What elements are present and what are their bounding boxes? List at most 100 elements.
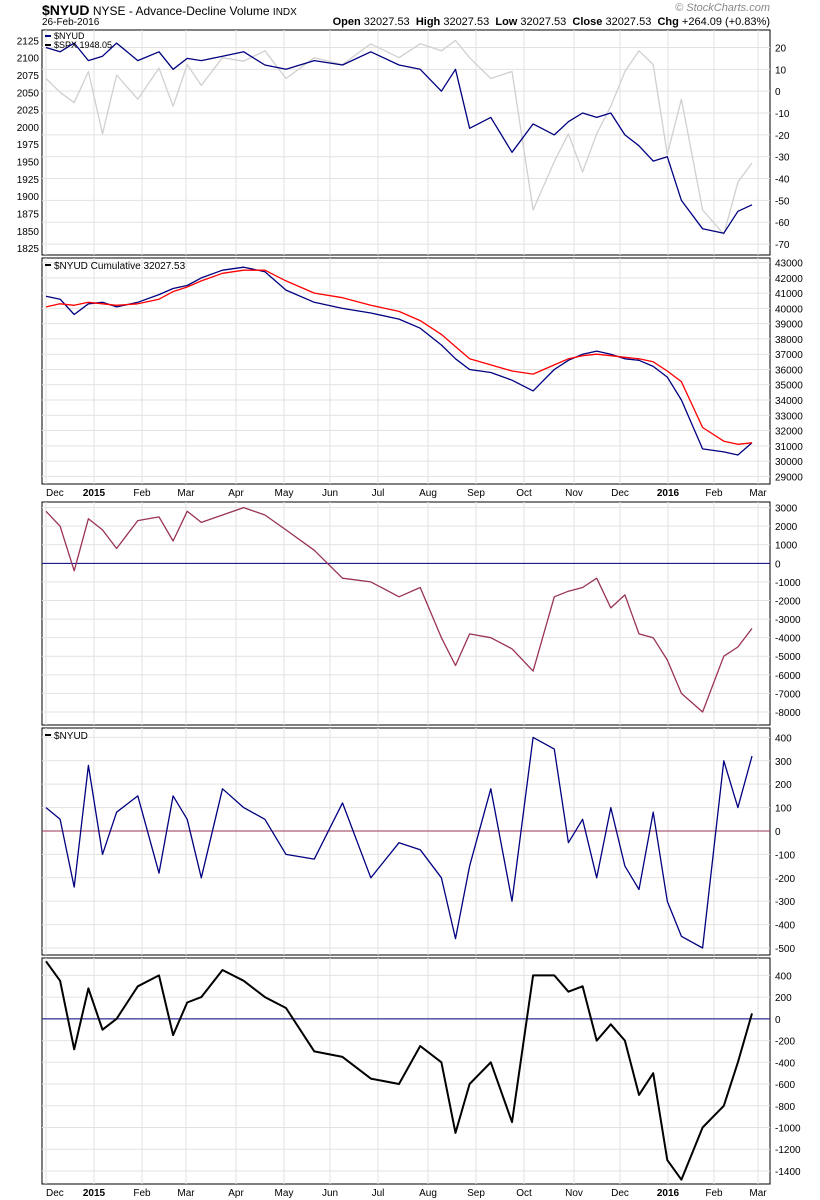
panel-3-right-tick-label: -3000 (775, 615, 801, 626)
x-tick-label: Mar (749, 488, 767, 499)
panel-5-right-tick-label: -200 (775, 1037, 795, 1048)
x-tick-label: Oct (516, 488, 532, 499)
x-tick-label: Dec (611, 1188, 629, 1199)
panel-2-right-tick-label: 39000 (775, 320, 803, 331)
x-tick-label: Jun (322, 1188, 338, 1199)
panel-5-right-tick-label: -1000 (775, 1124, 801, 1135)
panel-5-right-tick-label: 200 (775, 993, 792, 1004)
close-value: 32027.53 (605, 16, 652, 28)
panel-1-right-tick-label: -20 (775, 131, 790, 142)
panel-1-left-tick-label: 1875 (17, 209, 40, 220)
x-tick-label: Oct (516, 1188, 532, 1199)
x-tick-label: Apr (228, 488, 244, 499)
panel-4-right-tick-label: 100 (775, 804, 792, 815)
panel-frame-4 (41, 727, 771, 956)
panel-3-right-tick-label: -4000 (775, 634, 801, 645)
panel-1-right-tick-label: -10 (775, 109, 790, 120)
panel-3-right-tick-label: -1000 (775, 578, 801, 589)
panel-2-right-tick-label: 40000 (775, 304, 803, 315)
panel-frame-1 (41, 29, 771, 256)
panel-4-right-tick-label: -400 (775, 921, 795, 932)
panel-3-series-line-1 (45, 506, 753, 713)
panel-4-title: $NYUD (54, 731, 88, 742)
panel-1-left-tick-label: 1950 (17, 158, 40, 169)
x-tick-label: Dec (46, 488, 64, 499)
brand-watermark: © StockCharts.com (675, 2, 770, 14)
panel-5-right-tick-label: 400 (775, 971, 792, 982)
panel-4-right-tick-label: -300 (775, 897, 795, 908)
panel-2-right-tick-label: 34000 (775, 396, 803, 407)
x-tick-label: Sep (467, 1188, 485, 1199)
exchange-label: INDX (272, 7, 297, 18)
x-tick-label: Feb (705, 1188, 723, 1199)
x-tick-label: May (275, 1188, 294, 1199)
x-tick-label: Mar (177, 488, 195, 499)
panel-1-right-tick-label: -50 (775, 196, 790, 207)
panel-5-right-tick-label: 0 (775, 1015, 781, 1026)
x-tick-label: Apr (228, 1188, 244, 1199)
panel-2-right-tick-label: 37000 (775, 350, 803, 361)
panel-3-right-tick-label: 0 (775, 559, 781, 570)
low-label: Low (495, 16, 518, 28)
panel-frame-3 (41, 501, 771, 726)
panel-2-right-tick-label: 41000 (775, 289, 803, 300)
x-tick-label: 2015 (83, 488, 106, 499)
x-tick-label: Feb (133, 1188, 151, 1199)
panel-2-right-tick-label: 38000 (775, 335, 803, 346)
panel-1-left-tick-label: 1825 (17, 244, 40, 255)
x-tick-label: Nov (565, 488, 583, 499)
panel-5-right-tick-label: -400 (775, 1058, 795, 1069)
panel-1-left-tick-label: 1975 (17, 140, 40, 151)
x-tick-label: Mar (177, 1188, 195, 1199)
panel-1-right-tick-label: -40 (775, 175, 790, 186)
panel-1-left-tick-label: 1900 (17, 192, 40, 203)
chart-title: $NYUD NYSE - Advance-Decline Volume INDX (42, 2, 297, 18)
panel-1-left-tick-label: 2075 (17, 71, 40, 82)
panel-3-right-tick-label: 3000 (775, 504, 798, 515)
panel-1-right-tick-label: -30 (775, 153, 790, 164)
panel-3-right-tick-label: -2000 (775, 596, 801, 607)
panel-4-right-tick-label: -100 (775, 850, 795, 861)
change-label: Chg (657, 16, 679, 28)
panel-2-title: $NYUD Cumulative 32027.53 (54, 261, 186, 272)
panel-2-right-tick-label: 33000 (775, 411, 803, 422)
panel-1-left-tick-label: 2050 (17, 88, 40, 99)
panel-1-right-tick-label: -70 (775, 240, 790, 251)
panel-2-right-tick-label: 42000 (775, 274, 803, 285)
panel-5-right-tick-label: -1200 (775, 1145, 801, 1156)
x-tick-label: Jul (372, 488, 385, 499)
x-tick-label: Mar (749, 1188, 767, 1199)
x-tick-label: Feb (705, 488, 723, 499)
panel-1-left-tick-label: 2000 (17, 123, 40, 134)
panel-5-series-line-1 (45, 960, 753, 1181)
x-tick-label: Feb (133, 488, 151, 499)
panel-3-right-tick-label: -8000 (775, 708, 801, 719)
x-tick-label: 2016 (657, 488, 680, 499)
x-tick-label: Jul (372, 1188, 385, 1199)
panel-1-left-tick-label: 2125 (17, 36, 40, 47)
panel-1-series-line-2 (45, 42, 753, 234)
panel-4-series-line-1 (45, 736, 753, 949)
high-label: High (415, 16, 441, 28)
x-tick-label: Aug (419, 1188, 437, 1199)
chart-date: 26-Feb-2016 (42, 17, 100, 28)
panel-1-right-tick-label: 0 (775, 87, 781, 98)
open-value: 32027.53 (363, 16, 410, 28)
panel-2-right-tick-label: 29000 (775, 472, 803, 483)
change-value: +264.09 (+0.83%) (681, 16, 770, 28)
legend-entry: $NYUD (54, 31, 85, 41)
panel-1-left-tick-label: 1850 (17, 227, 40, 238)
panel-2-right-tick-label: 43000 (775, 259, 803, 270)
index-name: NYSE - Advance-Decline Volume (92, 4, 270, 18)
x-tick-label: Aug (419, 488, 437, 499)
x-tick-label: 2016 (657, 1188, 680, 1199)
x-tick-label: May (275, 488, 294, 499)
x-tick-label: Jun (322, 488, 338, 499)
panel-4-right-tick-label: -500 (775, 944, 795, 955)
panel-2-series-line-2 (45, 269, 753, 445)
panel-4-right-tick-label: 400 (775, 733, 792, 744)
panel-frame-2 (41, 257, 771, 485)
high-value: 32027.53 (443, 16, 490, 28)
ohlc-readout: Open 32027.53 High 32027.53 Low 32027.53… (333, 16, 770, 28)
